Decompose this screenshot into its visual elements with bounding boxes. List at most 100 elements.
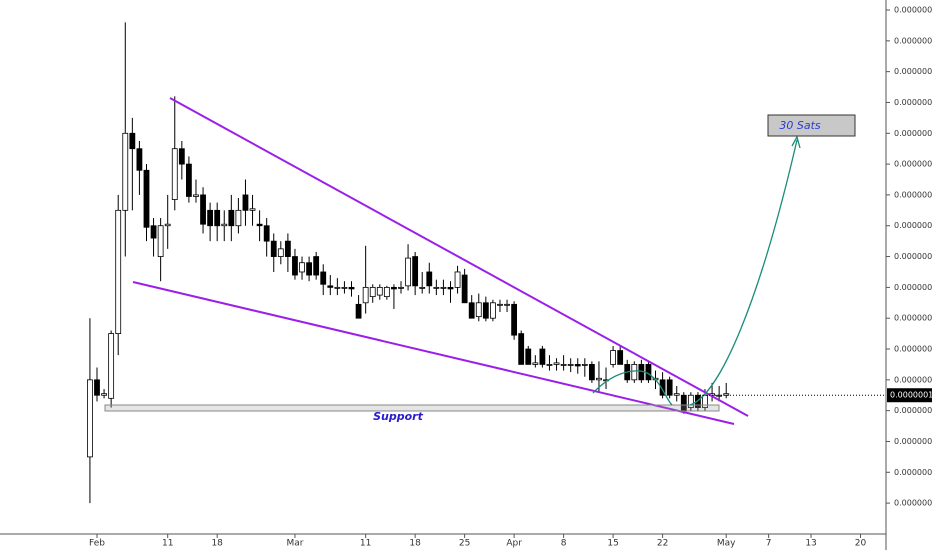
candle-body [631,364,638,381]
candle-body [129,132,136,150]
candle-body [341,286,348,289]
candle-body [193,194,199,197]
candle-body [383,286,390,298]
candle-body [87,379,93,458]
candle-body [596,377,602,381]
candle-body [334,286,341,289]
x-tick-label: Apr [506,539,522,549]
candle-body [115,209,122,335]
y-tick-label: 0.00000006 [894,499,932,508]
candle-body [369,286,376,298]
candle-body [539,348,546,365]
x-tick-label: 18 [409,539,421,549]
y-tick-label: 0.00000038 [894,6,932,15]
candle-body [249,208,256,211]
x-tick-label: Feb [89,539,105,549]
candle-body [228,209,235,227]
candle-body [263,225,270,242]
candle-body [164,223,171,227]
candle-body [136,148,143,171]
candle-body [560,364,567,366]
x-tick-label: 15 [607,539,618,549]
candle-body [673,393,680,396]
y-tick-label: 0.00000014 [894,375,932,384]
y-tick-label: 0.00000030 [894,129,932,138]
candle-body [150,225,157,239]
candle-body [440,286,447,289]
candle-body [716,394,723,397]
projection-arrow [791,135,801,149]
candle-body [567,364,574,366]
candle-body [454,271,461,288]
candle-body [313,256,320,276]
candle-body [497,303,503,306]
candle-body [405,257,411,287]
candle-body [221,223,228,227]
candle-body [306,262,312,276]
candle-body [659,379,666,396]
candle-body [178,148,185,165]
candle-body [504,303,510,306]
candle-body [270,240,277,257]
lower-trendline [132,281,735,425]
candle-body [186,163,192,197]
candle-body [376,286,383,296]
candle-body [122,132,129,211]
last-price-label: 0.00000013 [890,391,932,400]
candle-body [419,286,426,289]
candle-body [143,169,150,228]
plot [87,22,730,504]
candle-body [355,303,362,319]
support-zone [104,404,720,412]
candle-body [702,394,708,408]
candle-body [207,209,214,227]
candle-body [546,364,553,366]
candle-body [687,394,694,408]
candle-body [666,379,673,396]
y-tick-label: 0.00000032 [894,98,932,107]
y-tick-label: 0.00000034 [894,67,932,76]
target-box [767,114,856,137]
x-tick-label: 25 [459,539,470,549]
x-tick-label: 11 [360,539,371,549]
support-label: Support [373,410,423,423]
candle-body [610,350,616,365]
y-tick-label: 0.00000022 [894,252,932,261]
candle-body [327,285,334,288]
x-tick-label: May [717,539,736,549]
candle-body [157,225,164,257]
candle-body [214,209,221,227]
candle-body [171,148,178,200]
candle-body [94,379,100,396]
y-tick-label: 0.00000024 [894,221,932,230]
x-tick-label: 13 [805,539,816,549]
candle-body [511,303,518,336]
candle-body [398,286,404,289]
candle-body [101,393,107,396]
x-tick-label: 18 [211,539,223,549]
y-tick-label: 0.00000016 [894,345,932,354]
candle-body [426,271,433,287]
candle-body [525,348,532,365]
candle-body [617,350,624,365]
x-tick-label: 20 [855,539,867,549]
y-tick-label: 0.00000020 [894,283,932,292]
y-tick-label: 0.00000036 [894,36,932,45]
candle-body [412,256,419,287]
upper-trendline [169,97,749,417]
last-price-box [887,388,932,403]
candle-body [200,194,206,225]
target-label: 30 Sats [779,119,821,132]
candle-body [391,286,397,290]
candle-body [574,364,581,367]
y-tick-label: 0.00000018 [894,314,932,323]
candle-body [299,262,305,273]
candle-body [723,393,730,396]
candle-body [447,286,454,290]
x-tick-label: 22 [657,539,668,549]
projection-path [592,139,798,406]
candle-body [581,364,588,366]
x-tick-label: 11 [162,539,173,549]
x-tick-label: 7 [766,539,772,549]
